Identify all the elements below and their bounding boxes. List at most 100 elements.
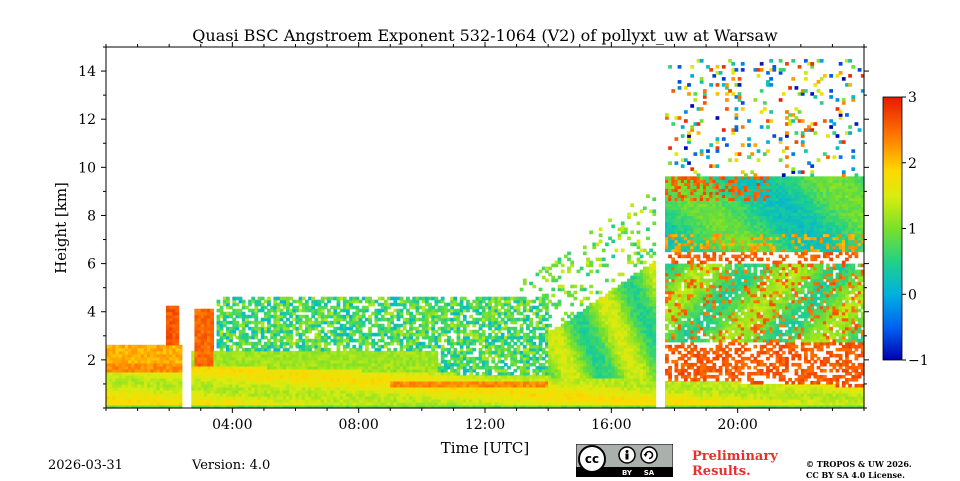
heatmap-cell xyxy=(229,344,233,349)
heatmap-cell xyxy=(342,392,347,397)
heatmap-cell xyxy=(605,353,609,358)
heatmap-cell xyxy=(172,374,177,379)
heatmap-cell xyxy=(241,380,246,385)
heatmap-cell xyxy=(292,386,297,391)
heatmap-cell xyxy=(358,359,363,364)
heatmap-cell xyxy=(162,386,167,391)
heatmap-cell xyxy=(118,365,123,370)
heatmap-cell xyxy=(500,305,505,310)
heatmap-cell xyxy=(219,350,224,355)
heatmap-cell xyxy=(361,389,366,394)
heatmap-cell xyxy=(402,353,407,358)
heatmap-cell xyxy=(605,383,609,388)
heatmap-cell xyxy=(355,317,360,322)
heatmap-cell xyxy=(466,308,470,313)
heatmap-cell xyxy=(462,317,467,322)
heatmap-cell xyxy=(270,377,274,382)
heatmap-cell xyxy=(361,401,366,406)
heatmap-cell xyxy=(529,350,533,355)
heatmap-cell xyxy=(295,350,300,355)
heatmap-cell xyxy=(459,341,464,346)
heatmap-cell xyxy=(203,314,208,319)
heatmap-cell xyxy=(137,368,142,373)
heatmap-cell xyxy=(573,362,578,367)
heatmap-cell xyxy=(570,338,575,343)
heatmap-cell xyxy=(507,380,511,385)
heatmap-cell xyxy=(475,362,480,367)
heatmap-cell xyxy=(207,398,211,403)
heatmap-cell xyxy=(617,272,622,277)
heatmap-cell xyxy=(601,374,606,379)
heatmap-cell xyxy=(346,320,350,325)
heatmap-cell xyxy=(519,371,524,376)
heatmap-cell xyxy=(207,386,211,391)
heatmap-cell xyxy=(352,374,357,379)
heatmap-cell xyxy=(140,359,145,364)
heatmap-cell xyxy=(210,362,214,367)
heatmap-cell xyxy=(402,359,407,364)
heatmap-cell xyxy=(267,326,271,331)
heatmap-cell xyxy=(355,365,360,370)
heatmap-cell xyxy=(263,356,268,361)
heatmap-cell xyxy=(491,338,496,343)
heatmap-cell xyxy=(286,305,290,310)
heatmap-cell xyxy=(203,362,208,367)
heatmap-cell xyxy=(494,338,499,343)
heatmap-cell xyxy=(488,323,492,328)
heatmap-cell xyxy=(219,338,224,343)
heatmap-cell xyxy=(364,362,369,367)
heatmap-cell xyxy=(270,374,274,379)
heatmap-cell xyxy=(254,335,259,340)
heatmap-cell xyxy=(346,305,350,310)
heatmap-cell xyxy=(415,398,420,403)
heatmap-cell xyxy=(339,326,344,331)
heatmap-cell xyxy=(532,359,537,364)
heatmap-cell xyxy=(611,344,616,349)
heatmap-cell xyxy=(248,395,252,400)
heatmap-cell xyxy=(216,401,221,406)
heatmap-cell xyxy=(494,311,499,316)
heatmap-cell xyxy=(203,335,208,340)
heatmap-cell xyxy=(466,341,470,346)
heatmap-cell xyxy=(232,371,237,376)
heatmap-cell xyxy=(579,386,584,391)
heatmap-cell xyxy=(443,326,448,331)
heatmap-cell xyxy=(194,323,199,328)
heatmap-cell xyxy=(380,365,385,370)
heatmap-cell xyxy=(481,332,486,337)
heatmap-cell xyxy=(393,347,398,352)
heatmap-cell xyxy=(194,365,199,370)
heatmap-cell xyxy=(608,398,612,403)
heatmap-cell xyxy=(586,305,590,310)
heatmap-cell xyxy=(143,392,148,397)
heatmap-cell xyxy=(238,329,243,334)
heatmap-cell xyxy=(497,368,502,373)
heatmap-cell xyxy=(352,332,357,337)
heatmap-cell xyxy=(409,314,413,319)
heatmap-cell xyxy=(213,368,218,373)
heatmap-cell xyxy=(485,380,489,385)
heatmap-cell xyxy=(488,353,492,358)
heatmap-cell xyxy=(128,344,132,349)
heatmap-cell xyxy=(529,308,533,313)
heatmap-cells xyxy=(106,59,865,409)
heatmap-cell xyxy=(349,356,353,361)
heatmap-cell xyxy=(440,332,445,337)
heatmap-cell xyxy=(222,374,227,379)
heatmap-cell xyxy=(289,302,293,307)
heatmap-cell xyxy=(251,299,256,304)
heatmap-cell xyxy=(178,350,183,355)
heatmap-cell xyxy=(153,350,158,355)
heatmap-cell xyxy=(620,284,625,289)
heatmap-cell xyxy=(510,350,515,355)
heatmap-cell xyxy=(545,377,549,382)
heatmap-cell xyxy=(298,320,303,325)
heatmap-cell xyxy=(478,392,483,397)
heatmap-cell xyxy=(229,362,233,367)
heatmap-cell xyxy=(156,368,161,373)
heatmap-cell xyxy=(402,335,407,340)
heatmap-cell xyxy=(308,389,312,394)
heatmap-cell xyxy=(611,389,616,394)
heatmap-cell xyxy=(557,392,562,397)
heatmap-cell xyxy=(605,329,609,334)
